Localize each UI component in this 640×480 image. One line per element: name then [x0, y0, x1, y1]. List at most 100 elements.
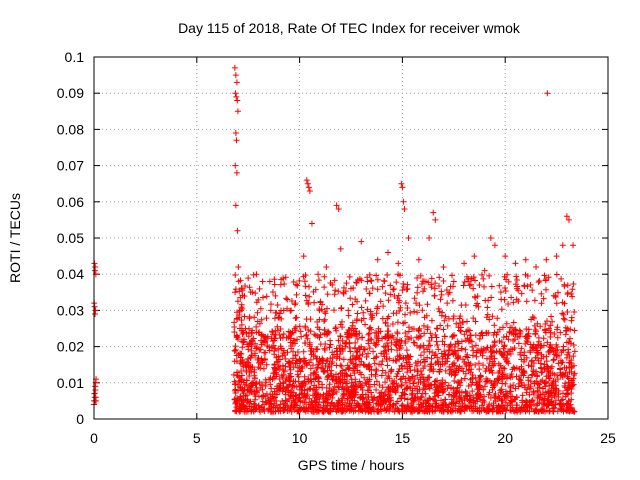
data-point [295, 373, 302, 380]
data-point [468, 399, 475, 406]
data-point [288, 298, 295, 305]
data-point [296, 383, 303, 390]
data-point [283, 295, 290, 302]
data-point [439, 309, 446, 316]
data-point [451, 359, 458, 366]
data-point [554, 324, 561, 331]
data-point [246, 313, 253, 320]
data-point [249, 327, 256, 334]
data-point [385, 313, 392, 320]
data-point [373, 367, 380, 374]
data-point [234, 97, 241, 104]
data-point [315, 277, 322, 284]
data-point [407, 367, 414, 374]
data-point [445, 315, 452, 322]
data-point [410, 398, 417, 405]
data-point [276, 310, 283, 317]
data-point [327, 341, 334, 348]
data-point [353, 355, 360, 362]
data-point [251, 350, 258, 357]
data-point [531, 322, 538, 329]
data-point [462, 301, 469, 308]
data-point [392, 387, 399, 394]
data-point [243, 377, 250, 384]
data-point [269, 288, 276, 295]
data-point [292, 315, 299, 322]
data-point [363, 354, 370, 361]
data-point [308, 220, 315, 227]
data-point [491, 242, 498, 249]
data-point [367, 277, 374, 284]
data-point [558, 275, 565, 282]
data-point [420, 408, 427, 415]
data-point [556, 365, 563, 372]
grid-lines [94, 57, 608, 419]
data-point [289, 340, 296, 347]
data-point [569, 286, 576, 293]
data-point [247, 383, 254, 390]
data-point [257, 384, 264, 391]
data-point [91, 390, 98, 397]
data-point [418, 393, 425, 400]
data-point [544, 90, 551, 97]
data-point [335, 288, 342, 295]
data-point [293, 291, 300, 298]
data-point [568, 385, 575, 392]
data-point [322, 362, 329, 369]
data-point [515, 376, 522, 383]
data-point [530, 360, 537, 367]
data-point [345, 365, 352, 372]
data-point [293, 281, 300, 288]
data-point [432, 403, 439, 410]
data-point [232, 130, 239, 137]
data-point [559, 310, 566, 317]
data-point [313, 355, 320, 362]
data-point [440, 277, 447, 284]
data-point [241, 313, 248, 320]
data-point [260, 393, 267, 400]
data-point [516, 327, 523, 334]
data-point [351, 370, 358, 377]
data-point [361, 362, 368, 369]
y-tick-label: 0.04 [57, 266, 84, 282]
data-point [531, 390, 538, 397]
data-point [407, 309, 414, 316]
data-point [465, 403, 472, 410]
data-point [512, 281, 519, 288]
data-point [343, 280, 350, 287]
data-point [473, 395, 480, 402]
data-point [297, 328, 304, 335]
data-point [537, 342, 544, 349]
data-point [371, 408, 378, 415]
data-point [337, 332, 344, 339]
data-point [296, 364, 303, 371]
data-point [426, 402, 433, 409]
data-point [532, 354, 539, 361]
data-point [565, 349, 572, 356]
data-point [487, 235, 494, 241]
data-point [404, 285, 411, 292]
data-point [260, 365, 267, 372]
data-point [299, 382, 306, 389]
data-point [513, 394, 520, 401]
data-point [450, 389, 457, 396]
data-point [459, 405, 466, 412]
x-axis-label: GPS time / hours [298, 457, 405, 473]
data-point [541, 399, 548, 406]
data-point [277, 343, 284, 350]
data-point [263, 361, 270, 368]
data-point [298, 386, 305, 393]
data-point [435, 283, 442, 290]
data-point [384, 272, 391, 279]
data-point [354, 298, 361, 305]
data-point [517, 349, 524, 356]
data-point [347, 295, 354, 302]
data-point [541, 327, 548, 334]
data-point [321, 318, 328, 325]
data-point [437, 322, 444, 329]
data-point [267, 381, 274, 388]
data-point [539, 368, 546, 375]
data-point [539, 377, 546, 384]
data-point [431, 396, 438, 403]
data-point [382, 320, 389, 327]
